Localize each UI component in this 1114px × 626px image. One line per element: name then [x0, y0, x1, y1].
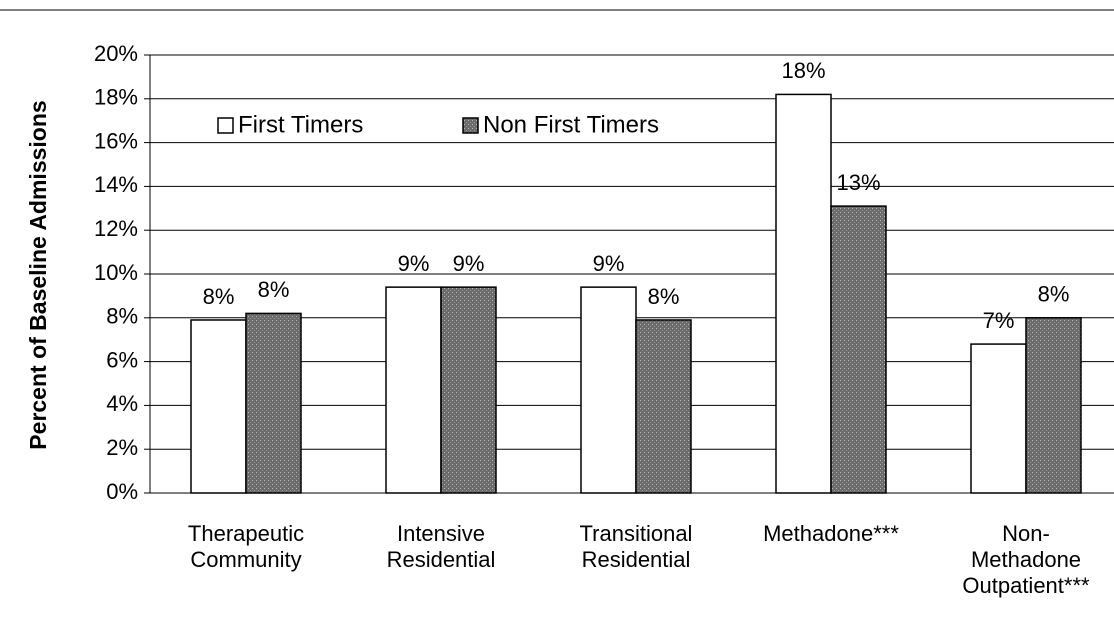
x-tick-label: Community [190, 547, 301, 572]
legend-label: First Timers [238, 111, 363, 138]
bar [245, 312, 302, 494]
legend-label: Non First Timers [483, 111, 659, 138]
bar [440, 286, 497, 494]
bar [830, 205, 887, 494]
legend-swatch [217, 117, 234, 134]
value-label: 9% [453, 251, 485, 276]
bar [190, 319, 247, 494]
bar [385, 286, 442, 494]
x-tick-label: Methadone*** [763, 521, 899, 546]
y-tick-label: 8% [106, 304, 138, 329]
y-tick-label: 4% [106, 391, 138, 416]
y-tick-label: 14% [94, 172, 138, 197]
x-tick-label: Outpatient*** [962, 573, 1090, 598]
y-tick-label: 6% [106, 347, 138, 372]
bar [580, 286, 637, 494]
value-label: 9% [593, 251, 625, 276]
y-tick-label: 16% [94, 128, 138, 153]
value-label: 8% [258, 277, 290, 302]
legend-swatch [462, 117, 479, 134]
value-label: 9% [398, 251, 430, 276]
value-label: 8% [1038, 282, 1070, 307]
y-tick-label: 18% [94, 85, 138, 110]
x-tick-label: Transitional [580, 521, 693, 546]
x-tick-label: Methadone [971, 547, 1081, 572]
y-tick-label: 10% [94, 260, 138, 285]
y-axis-title: Percent of Baseline Admissions [25, 100, 51, 449]
x-tick-label: Residential [582, 547, 691, 572]
bar [970, 343, 1027, 494]
value-label: 7% [983, 308, 1015, 333]
value-label: 13% [836, 170, 880, 195]
bar [775, 93, 832, 494]
y-tick-label: 2% [106, 435, 138, 460]
bar [635, 319, 692, 494]
value-label: 8% [648, 284, 680, 309]
x-tick-label: Intensive [397, 521, 485, 546]
x-tick-label: Non- [1002, 521, 1050, 546]
y-tick-label: 20% [94, 41, 138, 66]
y-tick-label: 0% [106, 479, 138, 504]
x-tick-label: Residential [387, 547, 496, 572]
value-label: 18% [781, 58, 825, 83]
bar [1025, 317, 1082, 494]
value-label: 8% [203, 284, 235, 309]
y-tick-label: 12% [94, 216, 138, 241]
x-tick-label: Therapeutic [188, 521, 304, 546]
